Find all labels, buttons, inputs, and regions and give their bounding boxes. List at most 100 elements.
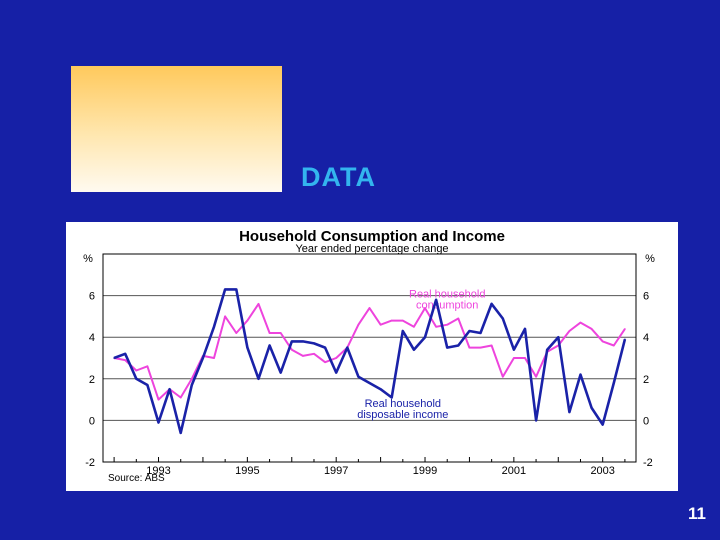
- data-point-consumption: [468, 346, 471, 349]
- data-point-consumption: [268, 332, 271, 334]
- data-point-income: [568, 411, 571, 413]
- data-point-consumption: [535, 375, 537, 378]
- data-point-consumption: [179, 396, 182, 399]
- data-point-income: [235, 288, 238, 291]
- data-point-income: [624, 338, 626, 341]
- data-point-income: [146, 384, 149, 386]
- data-point-income: [502, 317, 504, 320]
- data-point-income: [124, 353, 126, 355]
- data-point-consumption: [146, 365, 149, 368]
- chart-title: Household Consumption and Income: [239, 228, 505, 245]
- data-point-income: [390, 396, 393, 399]
- data-point-income: [268, 344, 271, 347]
- data-point-consumption: [124, 359, 126, 361]
- data-point-consumption: [257, 303, 260, 305]
- data-point-income: [413, 348, 415, 351]
- data-point-income: [446, 346, 449, 349]
- data-point-income: [168, 388, 171, 390]
- y-tick-label-right: 6: [643, 291, 649, 303]
- data-point-income: [524, 328, 526, 330]
- data-point-income: [313, 342, 315, 345]
- data-point-income: [579, 373, 582, 376]
- data-point-consumption: [490, 344, 493, 347]
- data-point-income: [157, 421, 160, 424]
- x-tick-label: 1999: [413, 465, 437, 477]
- data-point-consumption: [324, 361, 326, 363]
- data-point-consumption: [479, 346, 482, 349]
- data-point-consumption: [213, 357, 215, 359]
- data-point-income: [202, 357, 204, 359]
- data-point-consumption: [524, 357, 526, 359]
- x-tick-label: 1995: [235, 465, 259, 477]
- series-label-income: Real household: [365, 398, 441, 410]
- data-point-income: [613, 382, 615, 384]
- series-label-consumption: Real household: [409, 289, 485, 301]
- y-tick-label-right: 0: [643, 415, 649, 427]
- data-point-consumption: [579, 321, 582, 324]
- data-point-consumption: [446, 323, 449, 326]
- data-point-income: [379, 388, 382, 390]
- data-point-consumption: [291, 348, 293, 351]
- chart-subtitle: Year ended percentage change: [295, 243, 448, 255]
- data-point-income: [191, 384, 193, 386]
- x-tick-label: 2001: [502, 465, 526, 477]
- data-point-consumption: [368, 307, 371, 309]
- data-point-consumption: [335, 357, 338, 359]
- data-point-income: [468, 330, 471, 332]
- series-label-income: disposable income: [357, 409, 448, 421]
- data-point-consumption: [402, 319, 404, 322]
- data-point-consumption: [357, 323, 360, 326]
- data-point-consumption: [390, 319, 393, 322]
- y-tick-label-left: -2: [85, 457, 95, 469]
- data-point-income: [113, 357, 115, 359]
- data-point-income: [402, 330, 404, 332]
- x-tick-label: 1997: [324, 465, 348, 477]
- data-point-income: [513, 348, 515, 351]
- y-unit-left: %: [83, 253, 93, 265]
- data-point-income: [457, 344, 460, 347]
- chart-source: Source: ABS: [108, 473, 165, 484]
- data-point-consumption: [601, 340, 604, 343]
- data-point-consumption: [424, 307, 426, 309]
- data-point-income: [479, 332, 482, 334]
- data-point-income: [213, 326, 215, 328]
- y-tick-label-left: 4: [89, 332, 95, 344]
- data-point-consumption: [513, 357, 515, 359]
- data-point-consumption: [457, 317, 460, 320]
- data-point-consumption: [157, 398, 160, 401]
- y-tick-label-left: 0: [89, 415, 95, 427]
- page-number: 11: [688, 504, 706, 523]
- data-point-consumption: [246, 319, 249, 322]
- data-point-income: [179, 432, 182, 434]
- data-point-income: [368, 382, 371, 384]
- data-point-income: [302, 340, 304, 343]
- x-tick-label: 1993: [146, 465, 170, 477]
- data-point-consumption: [191, 378, 193, 380]
- title-accent-box: [71, 66, 282, 192]
- y-tick-label-right: 4: [643, 332, 649, 344]
- y-tick-label-left: 2: [89, 374, 95, 386]
- data-point-consumption: [435, 326, 437, 328]
- data-point-income: [490, 303, 493, 305]
- data-point-consumption: [502, 375, 504, 378]
- data-point-consumption: [613, 344, 615, 347]
- series-label-consumption: consumption: [416, 300, 478, 312]
- plot-frame: [102, 253, 637, 463]
- y-unit-right: %: [645, 253, 655, 265]
- data-point-consumption: [568, 330, 571, 332]
- data-point-consumption: [590, 328, 593, 330]
- data-point-income: [346, 346, 349, 349]
- data-point-income: [535, 419, 537, 422]
- data-point-income: [546, 348, 548, 351]
- data-point-income: [590, 407, 593, 409]
- data-point-consumption: [624, 328, 626, 330]
- data-point-consumption: [235, 332, 238, 334]
- data-point-income: [557, 336, 560, 338]
- chart-panel: Household Consumption and Income Year end…: [66, 222, 678, 491]
- data-point-consumption: [135, 369, 138, 372]
- y-tick-label-right: -2: [643, 457, 653, 469]
- data-point-consumption: [302, 355, 304, 357]
- data-point-income: [424, 336, 426, 338]
- data-point-income: [357, 375, 360, 378]
